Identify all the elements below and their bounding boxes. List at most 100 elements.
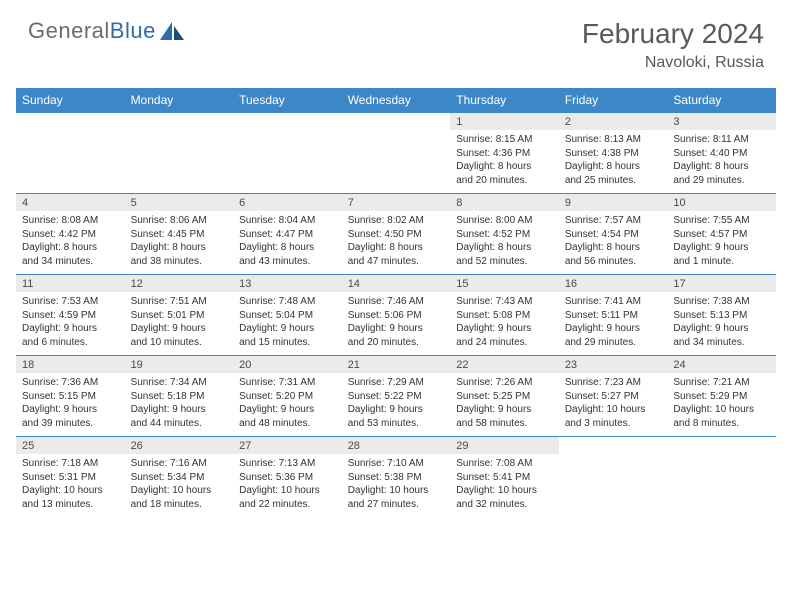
daylight-text-2: and 15 minutes. (239, 336, 336, 350)
date-cell (233, 113, 342, 131)
day-header: Friday (559, 88, 668, 113)
daylight-text-2: and 39 minutes. (22, 417, 119, 431)
date-cell: 4 (16, 194, 125, 212)
date-cell: 10 (667, 194, 776, 212)
date-cell: 22 (450, 356, 559, 374)
daylight-text-2: and 38 minutes. (131, 255, 228, 269)
sunset-text: Sunset: 5:31 PM (22, 471, 119, 485)
sunrise-text: Sunrise: 7:10 AM (348, 457, 445, 471)
daylight-text-1: Daylight: 10 hours (673, 403, 770, 417)
sunset-text: Sunset: 5:29 PM (673, 390, 770, 404)
day-cell: Sunrise: 7:21 AMSunset: 5:29 PMDaylight:… (667, 373, 776, 437)
sunset-text: Sunset: 4:38 PM (565, 147, 662, 161)
calendar-table: Sunday Monday Tuesday Wednesday Thursday… (16, 88, 776, 517)
day-cell: Sunrise: 7:23 AMSunset: 5:27 PMDaylight:… (559, 373, 668, 437)
title-block: February 2024 Navoloki, Russia (582, 18, 764, 72)
daylight-text-2: and 43 minutes. (239, 255, 336, 269)
sunset-text: Sunset: 4:57 PM (673, 228, 770, 242)
sunset-text: Sunset: 4:36 PM (456, 147, 553, 161)
date-cell: 5 (125, 194, 234, 212)
daylight-text-1: Daylight: 9 hours (456, 322, 553, 336)
daylight-text-2: and 52 minutes. (456, 255, 553, 269)
sunrise-text: Sunrise: 7:16 AM (131, 457, 228, 471)
sunset-text: Sunset: 5:08 PM (456, 309, 553, 323)
day-header: Monday (125, 88, 234, 113)
day-cell: Sunrise: 8:13 AMSunset: 4:38 PMDaylight:… (559, 130, 668, 194)
sunset-text: Sunset: 4:42 PM (22, 228, 119, 242)
daylight-text-2: and 29 minutes. (565, 336, 662, 350)
date-cell: 17 (667, 275, 776, 293)
content-row: Sunrise: 8:15 AMSunset: 4:36 PMDaylight:… (16, 130, 776, 194)
day-cell: Sunrise: 8:11 AMSunset: 4:40 PMDaylight:… (667, 130, 776, 194)
day-cell: Sunrise: 7:41 AMSunset: 5:11 PMDaylight:… (559, 292, 668, 356)
daylight-text-1: Daylight: 10 hours (348, 484, 445, 498)
daylight-text-2: and 32 minutes. (456, 498, 553, 512)
daylight-text-1: Daylight: 8 hours (239, 241, 336, 255)
day-cell: Sunrise: 7:10 AMSunset: 5:38 PMDaylight:… (342, 454, 451, 517)
date-cell: 11 (16, 275, 125, 293)
sunrise-text: Sunrise: 7:36 AM (22, 376, 119, 390)
content-row: Sunrise: 8:08 AMSunset: 4:42 PMDaylight:… (16, 211, 776, 275)
date-cell (342, 113, 451, 131)
daylight-text-1: Daylight: 8 hours (22, 241, 119, 255)
daylight-text-2: and 47 minutes. (348, 255, 445, 269)
sunrise-text: Sunrise: 8:13 AM (565, 133, 662, 147)
sunrise-text: Sunrise: 7:55 AM (673, 214, 770, 228)
day-header: Tuesday (233, 88, 342, 113)
daylight-text-1: Daylight: 8 hours (565, 160, 662, 174)
date-row: 18192021222324 (16, 356, 776, 374)
daylight-text-1: Daylight: 9 hours (565, 322, 662, 336)
date-cell: 19 (125, 356, 234, 374)
date-cell: 29 (450, 437, 559, 455)
sunset-text: Sunset: 5:11 PM (565, 309, 662, 323)
daylight-text-2: and 18 minutes. (131, 498, 228, 512)
day-header-row: Sunday Monday Tuesday Wednesday Thursday… (16, 88, 776, 113)
sunset-text: Sunset: 4:59 PM (22, 309, 119, 323)
daylight-text-1: Daylight: 10 hours (239, 484, 336, 498)
day-cell: Sunrise: 7:34 AMSunset: 5:18 PMDaylight:… (125, 373, 234, 437)
daylight-text-2: and 58 minutes. (456, 417, 553, 431)
logo-sail-icon (158, 20, 186, 42)
logo-text-2: Blue (110, 18, 156, 44)
daylight-text-2: and 56 minutes. (565, 255, 662, 269)
sunrise-text: Sunrise: 8:00 AM (456, 214, 553, 228)
daylight-text-2: and 10 minutes. (131, 336, 228, 350)
location: Navoloki, Russia (582, 54, 764, 72)
day-cell: Sunrise: 8:15 AMSunset: 4:36 PMDaylight:… (450, 130, 559, 194)
date-row: 11121314151617 (16, 275, 776, 293)
sunset-text: Sunset: 5:36 PM (239, 471, 336, 485)
day-cell: Sunrise: 7:57 AMSunset: 4:54 PMDaylight:… (559, 211, 668, 275)
date-cell (559, 437, 668, 455)
sunrise-text: Sunrise: 7:53 AM (22, 295, 119, 309)
day-header: Sunday (16, 88, 125, 113)
date-cell: 6 (233, 194, 342, 212)
day-cell (125, 130, 234, 194)
sunrise-text: Sunrise: 8:11 AM (673, 133, 770, 147)
day-cell: Sunrise: 7:46 AMSunset: 5:06 PMDaylight:… (342, 292, 451, 356)
day-cell (342, 130, 451, 194)
daylight-text-1: Daylight: 9 hours (22, 403, 119, 417)
sunset-text: Sunset: 4:50 PM (348, 228, 445, 242)
date-cell: 24 (667, 356, 776, 374)
day-cell: Sunrise: 7:31 AMSunset: 5:20 PMDaylight:… (233, 373, 342, 437)
daylight-text-2: and 24 minutes. (456, 336, 553, 350)
date-cell: 12 (125, 275, 234, 293)
daylight-text-1: Daylight: 9 hours (348, 403, 445, 417)
sunrise-text: Sunrise: 7:48 AM (239, 295, 336, 309)
sunset-text: Sunset: 5:20 PM (239, 390, 336, 404)
sunrise-text: Sunrise: 7:38 AM (673, 295, 770, 309)
day-cell: Sunrise: 7:51 AMSunset: 5:01 PMDaylight:… (125, 292, 234, 356)
month-title: February 2024 (582, 18, 764, 50)
daylight-text-1: Daylight: 9 hours (131, 403, 228, 417)
sunrise-text: Sunrise: 7:41 AM (565, 295, 662, 309)
daylight-text-1: Daylight: 9 hours (673, 241, 770, 255)
day-cell (16, 130, 125, 194)
daylight-text-2: and 1 minute. (673, 255, 770, 269)
daylight-text-2: and 6 minutes. (22, 336, 119, 350)
day-cell: Sunrise: 7:08 AMSunset: 5:41 PMDaylight:… (450, 454, 559, 517)
sunset-text: Sunset: 5:25 PM (456, 390, 553, 404)
daylight-text-2: and 20 minutes. (348, 336, 445, 350)
daylight-text-1: Daylight: 9 hours (239, 403, 336, 417)
logo: GeneralBlue (28, 18, 186, 44)
content-row: Sunrise: 7:18 AMSunset: 5:31 PMDaylight:… (16, 454, 776, 517)
